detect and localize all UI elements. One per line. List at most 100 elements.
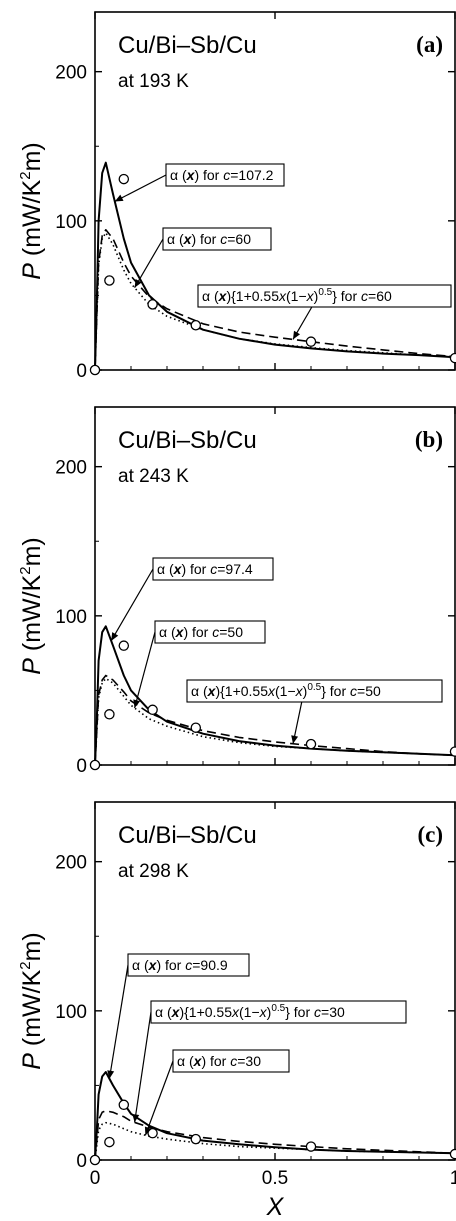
y-axis-label: P (mW/K2m) <box>17 932 46 1070</box>
y-tick-label: 100 <box>55 607 87 628</box>
chart-panel-b: 0 100 200 Cu/Bi–Sb/Cu at 243 K (b) P (mW/K2m) α… <box>17 406 456 777</box>
series-line-solid <box>94 1071 456 1161</box>
annotation-arrowhead <box>111 632 119 641</box>
data-point <box>118 640 130 651</box>
plot-frame <box>94 801 456 1161</box>
data-point <box>104 275 115 286</box>
data-point <box>89 759 101 771</box>
annotation-arrowhead <box>134 278 142 288</box>
annotation-box: α (x){1+0.55x(1−x)0.5} for c=60 <box>197 284 452 340</box>
data-point <box>190 1133 202 1145</box>
annotation-arrowhead <box>114 194 124 202</box>
series-line-solid <box>94 161 456 371</box>
y-tick-label: 200 <box>55 853 87 874</box>
series-line-dashed <box>94 1110 456 1161</box>
y-axis-label: P (mW/K2m) <box>17 537 46 675</box>
annotation-text: α (x){1+0.55x(1−x)0.5} for c=30 <box>155 1003 345 1020</box>
x-tick-label: 0.5 <box>262 1168 288 1189</box>
annotation-frame <box>162 227 272 251</box>
data-point <box>305 336 317 347</box>
y-tick-label: 100 <box>55 212 87 233</box>
annotation-arrowhead <box>291 735 299 744</box>
annotation-text: α (x){1+0.55x(1−x)0.5} for c=60 <box>202 287 392 304</box>
y-tick-label: 200 <box>55 63 87 84</box>
annotation-text: α (x) for c=60 <box>167 231 251 247</box>
series-line-dashed <box>94 229 456 371</box>
annotation-box: α (x) for c=50 <box>133 620 266 709</box>
annotation-text: α (x){1+0.55x(1−x)0.5} for c=50 <box>191 682 381 699</box>
annotation-arrow <box>144 1060 174 1136</box>
annotation-frame <box>150 1000 407 1024</box>
panel-label: (b) <box>415 427 443 452</box>
annotation-arrow <box>114 174 167 202</box>
annotation-frame <box>154 620 266 644</box>
data-point <box>118 173 130 185</box>
data-point <box>104 1136 115 1148</box>
panel-title: Cu/Bi–Sb/Cu <box>118 427 257 454</box>
annotation-arrowhead <box>144 1126 152 1136</box>
annotation-box: α (x) for c=107.2 <box>114 163 285 202</box>
panel-subtitle: at 298 K <box>118 861 189 882</box>
panel-label: (c) <box>417 822 443 847</box>
x-tick-label: 1 <box>450 1168 456 1189</box>
data-point <box>190 722 202 733</box>
annotation-frame <box>127 953 250 977</box>
annotation-box: α (x){1+0.55x(1−x)0.5} for c=50 <box>186 679 443 744</box>
annotation-text: α (x) for c=107.2 <box>170 167 274 183</box>
data-point <box>449 1148 456 1160</box>
panel-subtitle: at 243 K <box>118 466 189 487</box>
data-point <box>118 1099 130 1111</box>
data-point <box>190 319 202 331</box>
y-tick-label: 200 <box>55 458 87 479</box>
data-point <box>147 704 158 716</box>
annotation-frame <box>165 163 285 187</box>
y-tick-label: 0 <box>76 1151 87 1172</box>
data-point <box>89 364 101 376</box>
annotation-text: α (x) for c=90.9 <box>132 957 228 973</box>
annotation-text: α (x) for c=97.4 <box>157 561 253 577</box>
x-tick-label: 0 <box>90 1168 101 1189</box>
annotation-text: α (x) for c=50 <box>159 624 243 640</box>
data-point <box>449 746 456 757</box>
y-tick-label: 100 <box>55 1002 87 1023</box>
data-point <box>89 1154 101 1166</box>
annotation-box: α (x) for c=60 <box>134 227 272 288</box>
chart-panel-c: 0 100 200 0 0.5 1 Cu/Bi–Sb/Cu at 298 K (c) P (mW/… <box>17 801 456 1221</box>
y-tick-label: 0 <box>76 361 87 382</box>
panel-label: (a) <box>416 32 443 57</box>
panel-title: Cu/Bi–Sb/Cu <box>118 32 257 59</box>
plot-frame <box>94 11 456 371</box>
annotation-box: α (x){1+0.55x(1−x)0.5} for c=30 <box>132 1000 407 1123</box>
data-point <box>305 1141 317 1152</box>
data-point <box>449 352 456 364</box>
data-point <box>147 1127 158 1139</box>
x-axis-label: X <box>266 1193 285 1221</box>
annotation-frame <box>186 679 443 703</box>
annotation-arrowhead <box>133 699 141 709</box>
data-point <box>104 709 115 720</box>
annotation-arrowhead <box>132 1113 140 1123</box>
annotation-arrow <box>134 1011 152 1123</box>
data-point <box>305 738 317 750</box>
y-axis-label: P (mW/K2m) <box>17 142 46 280</box>
annotation-text: α (x) for c=30 <box>177 1053 261 1069</box>
panel-title: Cu/Bi–Sb/Cu <box>118 822 257 849</box>
annotation-frame <box>172 1049 290 1073</box>
panel-subtitle: at 193 K <box>118 71 189 92</box>
annotation-frame <box>197 284 452 308</box>
annotation-box: α (x) for c=90.9 <box>107 953 250 1079</box>
annotation-frame <box>152 557 274 581</box>
series-line-dashed <box>94 674 456 766</box>
annotation-arrow <box>110 568 154 642</box>
annotation-arrowhead <box>293 330 301 340</box>
y-tick-label: 0 <box>76 756 87 777</box>
chart-panel-a: 0 100 200 Cu/Bi–Sb/Cu at 193 K (a) P (mW/K2m) α… <box>17 11 456 382</box>
annotation-box: α (x) for c=30 <box>144 1049 290 1136</box>
series-line-dotted <box>94 1121 456 1161</box>
series-line-dotted <box>94 677 456 766</box>
annotation-arrowhead <box>107 1070 115 1079</box>
data-point <box>147 299 158 310</box>
annotation-arrow <box>134 238 164 288</box>
annotation-arrow <box>134 631 156 709</box>
